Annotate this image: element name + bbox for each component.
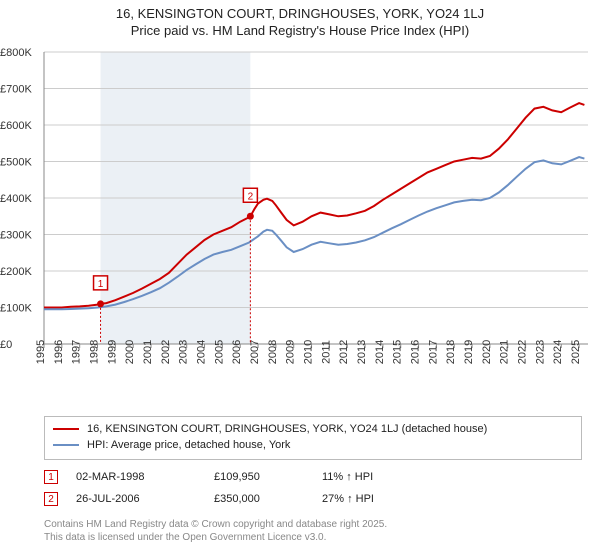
svg-text:2012: 2012 — [338, 340, 350, 364]
sale-pct: 11% ↑ HPI — [322, 471, 432, 483]
footer-line: Contains HM Land Registry data © Crown c… — [44, 518, 584, 531]
svg-text:2025: 2025 — [570, 340, 582, 364]
sale-data-rows: 1 02-MAR-1998 £109,950 11% ↑ HPI 2 26-JU… — [44, 466, 582, 510]
svg-text:£300K: £300K — [0, 230, 32, 242]
svg-text:2024: 2024 — [552, 340, 564, 364]
svg-text:1997: 1997 — [71, 340, 83, 364]
svg-text:£800K: £800K — [0, 47, 32, 59]
svg-text:1999: 1999 — [106, 340, 118, 364]
svg-text:1996: 1996 — [53, 340, 65, 364]
svg-text:2020: 2020 — [481, 340, 493, 364]
svg-text:1998: 1998 — [89, 340, 101, 364]
svg-text:£400K: £400K — [0, 193, 32, 205]
sale-date: 02-MAR-1998 — [76, 471, 196, 483]
svg-text:2018: 2018 — [445, 340, 457, 364]
sale-marker-icon: 2 — [44, 492, 58, 506]
svg-text:2010: 2010 — [303, 340, 315, 364]
svg-text:1: 1 — [98, 279, 104, 290]
svg-text:2013: 2013 — [356, 340, 368, 364]
svg-text:2008: 2008 — [267, 340, 279, 364]
sale-price: £350,000 — [214, 493, 304, 505]
svg-text:2005: 2005 — [213, 340, 225, 364]
svg-text:2011: 2011 — [320, 340, 332, 364]
svg-text:2022: 2022 — [517, 340, 529, 364]
legend: 16, KENSINGTON COURT, DRINGHOUSES, YORK,… — [44, 416, 582, 460]
svg-text:2006: 2006 — [231, 340, 243, 364]
legend-label: HPI: Average price, detached house, York — [87, 437, 290, 453]
svg-text:£100K: £100K — [0, 303, 32, 315]
svg-text:2019: 2019 — [463, 340, 475, 364]
legend-swatch — [53, 444, 79, 446]
svg-text:2023: 2023 — [534, 340, 546, 364]
svg-text:1995: 1995 — [35, 340, 47, 364]
svg-text:2021: 2021 — [499, 340, 511, 364]
footer-line: This data is licensed under the Open Gov… — [44, 531, 584, 544]
legend-label: 16, KENSINGTON COURT, DRINGHOUSES, YORK,… — [87, 421, 487, 437]
line-chart-svg: £0 £100K £200K £300K £400K £500K £600K £700K £80… — [0, 44, 600, 394]
svg-text:£600K: £600K — [0, 120, 32, 132]
svg-text:2001: 2001 — [142, 340, 154, 364]
svg-text:£500K: £500K — [0, 157, 32, 169]
svg-text:2: 2 — [248, 191, 254, 202]
svg-text:2007: 2007 — [249, 340, 261, 364]
legend-item: HPI: Average price, detached house, York — [53, 437, 573, 453]
chart-area: £0 £100K £200K £300K £400K £500K £600K £700K £80… — [0, 44, 600, 394]
svg-text:2000: 2000 — [124, 340, 136, 364]
chart-container: 16, KENSINGTON COURT, DRINGHOUSES, YORK,… — [0, 0, 600, 560]
sale-date: 26-JUL-2006 — [76, 493, 196, 505]
svg-text:£700K: £700K — [0, 84, 32, 96]
svg-text:2015: 2015 — [392, 340, 404, 364]
svg-text:2017: 2017 — [427, 340, 439, 364]
svg-text:2016: 2016 — [410, 340, 422, 364]
svg-text:£0: £0 — [0, 339, 12, 351]
svg-text:2009: 2009 — [285, 340, 297, 364]
sale-row: 2 26-JUL-2006 £350,000 27% ↑ HPI — [44, 488, 582, 510]
svg-text:2004: 2004 — [196, 340, 208, 364]
sale-marker-icon: 1 — [44, 470, 58, 484]
sale-price: £109,950 — [214, 471, 304, 483]
sale-row: 1 02-MAR-1998 £109,950 11% ↑ HPI — [44, 466, 582, 488]
svg-text:£200K: £200K — [0, 266, 32, 278]
footer-attribution: Contains HM Land Registry data © Crown c… — [44, 518, 584, 544]
svg-text:2003: 2003 — [178, 340, 190, 364]
svg-text:2002: 2002 — [160, 340, 172, 364]
svg-text:2014: 2014 — [374, 340, 386, 364]
legend-item: 16, KENSINGTON COURT, DRINGHOUSES, YORK,… — [53, 421, 573, 437]
titles: 16, KENSINGTON COURT, DRINGHOUSES, YORK,… — [0, 0, 600, 38]
sale-pct: 27% ↑ HPI — [322, 493, 432, 505]
legend-swatch — [53, 428, 79, 430]
title-main: 16, KENSINGTON COURT, DRINGHOUSES, YORK,… — [0, 6, 600, 21]
title-sub: Price paid vs. HM Land Registry's House … — [0, 23, 600, 38]
